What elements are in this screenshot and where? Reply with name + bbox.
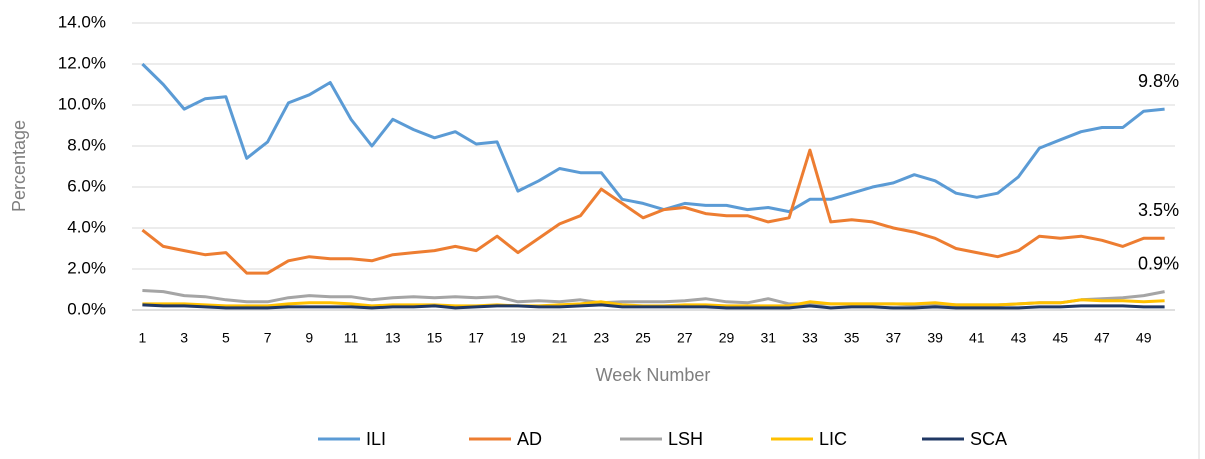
x-tick-label: 17 [468, 330, 484, 346]
x-tick-label: 49 [1136, 330, 1152, 346]
series-line [141, 62, 1165, 214]
legend-label: SCA [970, 429, 1007, 449]
x-tick-label: 31 [760, 330, 776, 346]
x-tick-label: 25 [635, 330, 651, 346]
x-tick-label: 39 [927, 330, 943, 346]
data-label: 9.8% [1138, 71, 1179, 91]
legend-label: LSH [668, 429, 703, 449]
x-tick-label: 23 [594, 330, 610, 346]
y-tick-label: 14.0% [58, 12, 106, 31]
y-axis-title: Percentage [9, 120, 29, 212]
y-tick-label: 2.0% [67, 258, 106, 277]
x-tick-label: 41 [969, 330, 985, 346]
x-tick-label: 11 [344, 330, 359, 346]
x-tick-label: 45 [1052, 330, 1068, 346]
series-line [141, 148, 1165, 275]
x-tick-label: 27 [677, 330, 693, 346]
y-tick-label: 10.0% [58, 94, 106, 113]
x-tick-label: 3 [180, 330, 188, 346]
legend-label: AD [517, 429, 542, 449]
y-tick-label: 0.0% [67, 299, 106, 318]
y-tick-label: 4.0% [67, 217, 106, 236]
series-line [142, 303, 1165, 310]
x-tick-label: 35 [844, 330, 860, 346]
x-tick-label: 37 [886, 330, 902, 346]
x-tick-label: 33 [802, 330, 818, 346]
x-tick-label: 19 [510, 330, 526, 346]
y-tick-label: 6.0% [67, 176, 106, 195]
x-tick-label: 21 [552, 330, 568, 346]
data-label: 3.5% [1138, 200, 1179, 220]
x-tick-label: 7 [264, 330, 272, 346]
x-tick-label: 9 [305, 330, 313, 346]
y-tick-label: 8.0% [67, 135, 106, 154]
x-tick-label: 43 [1011, 330, 1027, 346]
data-label: 0.9% [1138, 253, 1179, 273]
x-tick-label: 47 [1094, 330, 1110, 346]
x-tick-label: 13 [385, 330, 401, 346]
legend-label: ILI [366, 429, 386, 449]
y-tick-label: 12.0% [58, 53, 106, 72]
x-tick-label: 5 [222, 330, 230, 346]
x-tick-label: 29 [719, 330, 735, 346]
x-axis-title: Week Number [596, 365, 711, 385]
x-tick-label: 15 [427, 330, 443, 346]
legend-label: LIC [819, 429, 847, 449]
x-tick-label: 1 [139, 330, 147, 346]
